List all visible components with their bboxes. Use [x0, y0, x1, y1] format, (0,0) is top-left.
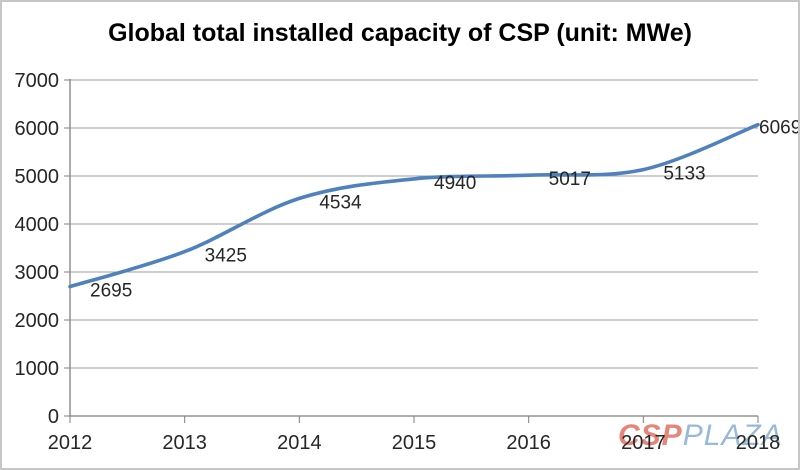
watermark-logo: CSPPLAZA [618, 421, 783, 451]
x-axis-label: 2016 [506, 432, 551, 454]
y-axis-label: 2000 [15, 310, 60, 332]
x-axis-label: 2013 [162, 432, 207, 454]
data-label: 3425 [205, 246, 247, 267]
data-label: 4940 [434, 173, 476, 194]
x-axis-label: 2018 [736, 432, 781, 454]
data-label: 6069 [759, 118, 800, 139]
watermark-csp-text: CSP [618, 419, 683, 452]
y-axis-label: 1000 [15, 358, 60, 380]
x-axis-label: 2014 [277, 432, 322, 454]
data-label: 5133 [663, 164, 705, 185]
series-line [68, 122, 760, 289]
y-axis-label: 0 [48, 406, 59, 428]
x-axis-label: 2015 [392, 432, 437, 454]
y-axis-label: 5000 [15, 166, 60, 188]
data-label: 2695 [90, 281, 132, 302]
chart-title: Global total installed capacity of CSP (… [108, 19, 692, 47]
x-axis-label: 2012 [48, 432, 93, 454]
y-axis-label: 7000 [15, 70, 60, 92]
y-axis-label: 3000 [15, 262, 60, 284]
x-axis-label: 2017 [621, 432, 666, 454]
y-axis-label: 4000 [15, 214, 60, 236]
y-axis-label: 6000 [15, 118, 60, 140]
data-label: 4534 [319, 192, 362, 213]
watermark-plaza-text: PLAZA [682, 419, 783, 452]
data-label: 5017 [549, 169, 591, 190]
